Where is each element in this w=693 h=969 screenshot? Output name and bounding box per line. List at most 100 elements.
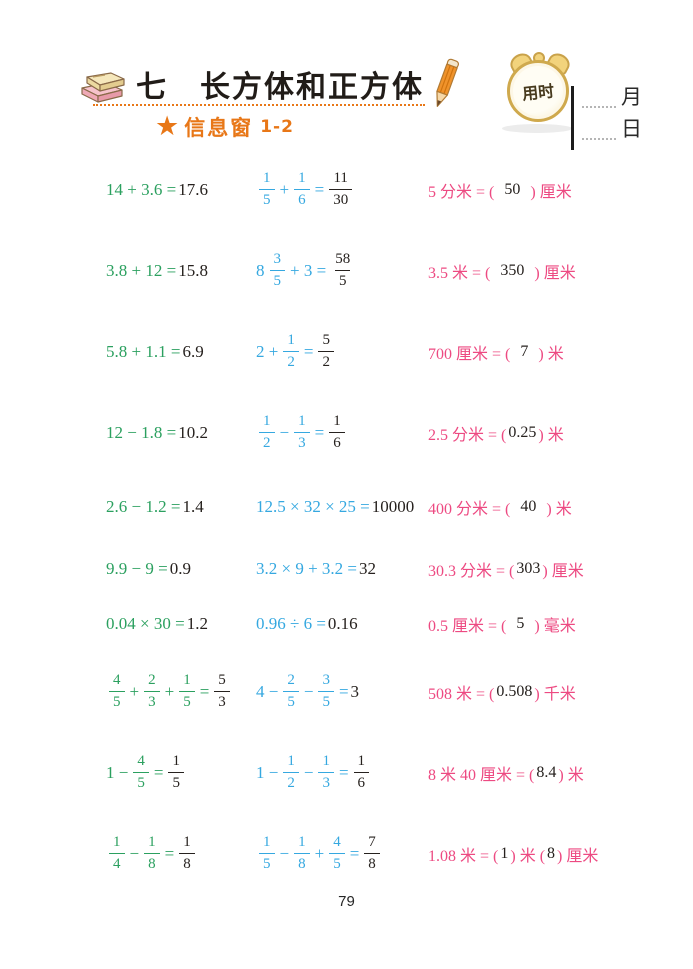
title-underline xyxy=(93,104,425,106)
problem-row: 4 5 +2 3 +1 5 = 5 3 4 −2 5−3 5 = 3 508 米 = (0.508) 千米 xyxy=(105,651,679,732)
problem-row: 12 − 1.8 = 10.2 1 2−1 3 = 1 6 2.5 分米 = (0.25) 米 xyxy=(105,392,679,473)
problem-unit-conversion: 400 分米 = ( 40 ) 米 xyxy=(427,495,679,519)
math-text: ) 厘米 xyxy=(534,264,576,282)
books-icon xyxy=(78,68,130,117)
problem-fraction-arithmetic: 4 −2 5−3 5 = 3 xyxy=(255,673,427,710)
problem-row: 2.6 − 1.2 = 1.4 12.5 × 32 × 25 = 10000 400 分… xyxy=(105,473,679,541)
problem-row: 1 −4 5 = 1 5 1 −1 2−1 3 = 1 6 8 米 40 厘米 = (8.4) 米 xyxy=(105,732,679,813)
problem-decimal-arithmetic: 1 4−1 8 = 1 8 xyxy=(105,835,255,872)
problem-fraction-arithmetic: 1 −1 2−1 3 = 1 6 xyxy=(255,754,427,791)
math-text: − xyxy=(279,422,290,442)
math-text: 1.2 xyxy=(186,613,208,633)
problem-decimal-arithmetic: 1 −4 5 = 1 5 xyxy=(105,754,255,791)
problem-row: 14 + 3.6 = 17.6 1 5 +1 6 = 11 30 5 分米 = ( 50 ) 厘米 xyxy=(105,149,679,230)
math-text: ) 米 ( xyxy=(510,847,546,865)
math-text: 3.2 × 9 + 3.2 = xyxy=(256,558,358,578)
problem-unit-conversion: 8 米 40 厘米 = (8.4) 米 xyxy=(427,761,679,785)
problem-fraction-arithmetic: 12.5 × 32 × 25 = 10000 xyxy=(255,497,427,517)
math-text: 10.2 xyxy=(178,422,208,442)
math-text: − xyxy=(279,843,290,863)
problem-decimal-arithmetic: 2.6 − 1.2 = 1.4 xyxy=(105,497,255,517)
math-text: − xyxy=(303,681,314,701)
math-text: 0.04 × 30 = xyxy=(106,613,185,633)
math-text: 50 xyxy=(496,180,529,198)
math-text: − xyxy=(129,843,140,863)
math-text: 350 xyxy=(492,261,533,279)
clock-face: 用时 xyxy=(507,60,569,122)
page-number: 79 xyxy=(338,893,355,910)
math-text: ) 厘米 xyxy=(557,847,599,865)
day-fill-line[interactable] xyxy=(582,118,616,140)
math-text: 9.9 − 9 = xyxy=(106,558,168,578)
math-text: 700 厘米 = ( xyxy=(428,345,511,363)
math-text: 508 米 = ( xyxy=(428,685,495,703)
math-text: ) 米 xyxy=(558,766,584,784)
math-text: 0.5 厘米 = ( xyxy=(428,617,507,635)
math-text: 12 − 1.8 = xyxy=(106,422,177,442)
math-text: + xyxy=(129,681,140,701)
problem-decimal-arithmetic: 4 5 +2 3 +1 5 = 5 3 xyxy=(105,673,255,710)
math-text: = xyxy=(349,843,360,863)
math-text: 7 xyxy=(512,342,537,360)
math-text: 30.3 分米 = ( xyxy=(428,562,515,580)
math-text: 400 分米 = ( xyxy=(428,501,511,518)
problem-row: 5.8 + 1.1 = 6.9 2 +1 2 = 5 2 700 厘米 = ( 7 ) 米 xyxy=(105,311,679,392)
problem-row: 3.8 + 12 = 15.8 8 3 5 + 3 = 58 5 3.5 米 = ( 350 )… xyxy=(105,230,679,311)
month-fill-line[interactable] xyxy=(582,86,616,108)
divider-line xyxy=(571,86,574,150)
math-text: 17.6 xyxy=(178,179,208,199)
math-text: + 3 = xyxy=(290,260,327,280)
math-text: 10000 xyxy=(371,497,415,516)
page-footer: 79 xyxy=(0,893,693,910)
math-text: ) 毫米 xyxy=(534,617,576,635)
problem-unit-conversion: 5 分米 = ( 50 ) 厘米 xyxy=(427,178,679,202)
problem-unit-conversion: 30.3 分米 = (303) 厘米 xyxy=(427,557,679,581)
math-text: 6.9 xyxy=(182,341,204,361)
star-icon: ★ xyxy=(155,110,180,142)
pencil-icon xyxy=(426,56,466,117)
problem-decimal-arithmetic: 9.9 − 9 = 0.9 xyxy=(105,559,255,579)
math-text: 1 − xyxy=(256,762,279,782)
math-text: 2.6 − 1.2 = xyxy=(106,497,181,516)
problem-fraction-arithmetic: 8 3 5 + 3 = 58 5 xyxy=(255,252,427,289)
math-text: = xyxy=(338,762,349,782)
math-text: 3.8 + 12 = xyxy=(106,260,177,280)
math-text: ) 千米 xyxy=(534,685,576,703)
math-text: 15.8 xyxy=(178,260,208,280)
section-tag: ★ 信息窗 1-2 xyxy=(155,112,294,142)
math-text: 3.5 米 = ( xyxy=(428,264,491,282)
math-text: 0.25 xyxy=(508,423,537,441)
problem-fraction-arithmetic: 0.96 ÷ 6 = 0.16 xyxy=(255,614,427,634)
math-text: + xyxy=(279,179,290,199)
problem-fraction-arithmetic: 1 5 +1 6 = 11 30 xyxy=(255,171,427,208)
math-text: 0.96 ÷ 6 = xyxy=(256,613,326,633)
problem-fraction-arithmetic: 1 2−1 3 = 1 6 xyxy=(255,414,427,451)
math-text: 2 + xyxy=(256,341,279,361)
problem-decimal-arithmetic: 0.04 × 30 = 1.2 xyxy=(105,614,255,634)
math-text: 40 xyxy=(512,498,545,515)
math-text: 1 xyxy=(500,844,509,862)
day-label: 日 xyxy=(621,117,642,141)
math-text: ) 米 xyxy=(546,501,572,518)
math-text: 0.508 xyxy=(496,682,533,700)
math-text: 4 − xyxy=(256,681,279,701)
math-text: ) 厘米 xyxy=(530,183,572,201)
math-text: 5 xyxy=(508,614,533,632)
page-title: 七 长方体和正方体 xyxy=(136,70,424,105)
math-text: 8 xyxy=(547,844,556,862)
date-fill-in: 月 日 xyxy=(571,82,681,154)
math-text: 14 + 3.6 = xyxy=(106,179,177,199)
